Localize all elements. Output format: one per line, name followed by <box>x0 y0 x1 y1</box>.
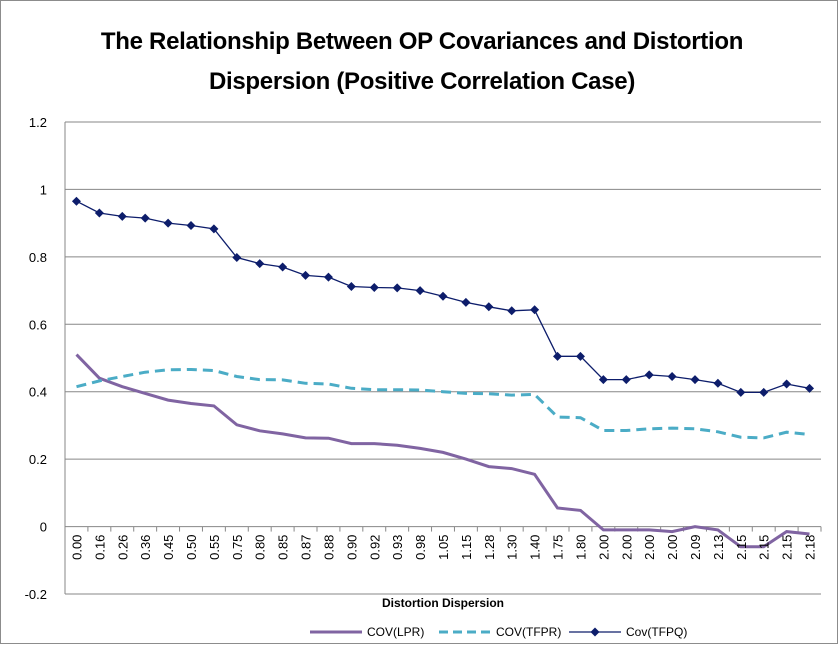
data-point-marker <box>621 375 631 385</box>
data-point-marker <box>438 291 448 301</box>
data-point-marker <box>805 383 815 393</box>
data-point-marker <box>369 283 379 293</box>
data-point-marker <box>232 253 242 263</box>
x-tick-label: 0.00 <box>69 535 84 560</box>
legend-label: COV(LPR) <box>367 625 424 639</box>
y-tick-label: 0.6 <box>29 317 47 332</box>
x-tick-label: 2.13 <box>711 535 726 560</box>
data-point-marker <box>484 302 494 312</box>
data-point-marker <box>186 221 196 231</box>
data-point-marker <box>644 370 654 380</box>
data-point-marker <box>575 351 585 361</box>
x-tick-label: 0.45 <box>161 535 176 560</box>
x-tick-label: 0.50 <box>184 535 199 560</box>
x-tick-label: 0.36 <box>138 535 153 560</box>
data-point-marker <box>759 387 769 397</box>
x-tick-label: 1.30 <box>505 535 520 560</box>
x-tick-label: 1.40 <box>528 535 543 560</box>
data-point-marker <box>598 375 608 385</box>
data-point-marker <box>71 196 81 206</box>
series-line-cov-tfpr <box>76 367 810 440</box>
x-tick-label: 0.90 <box>344 535 359 560</box>
data-point-marker <box>736 387 746 397</box>
x-tick-label: 0.26 <box>115 535 130 560</box>
y-tick-label: 1 <box>40 182 47 197</box>
x-tick-label: 0.80 <box>253 535 268 560</box>
series-lines <box>71 196 815 549</box>
x-tick-label: 0.75 <box>230 535 245 560</box>
data-point-marker <box>392 283 402 293</box>
x-tick-label: 0.98 <box>413 535 428 560</box>
x-tick-label: 1.28 <box>482 535 497 560</box>
data-point-marker <box>209 224 219 234</box>
x-tick-label: 0.88 <box>321 535 336 560</box>
data-point-marker <box>667 372 677 382</box>
x-tick-label: 0.85 <box>276 535 291 560</box>
data-point-marker <box>713 378 723 388</box>
chart-title-line-1: The Relationship Between OP Covariances … <box>101 28 743 55</box>
series-line-cov-lpr <box>75 353 810 549</box>
x-tick-label: 1.15 <box>459 535 474 560</box>
data-point-marker <box>301 270 311 280</box>
axes <box>64 122 822 594</box>
chart-title-line-2: Dispersion (Positive Correlation Case) <box>209 68 635 95</box>
data-point-marker <box>415 286 425 296</box>
legend-label: COV(TFPR) <box>496 625 561 639</box>
x-tick-label: 0.93 <box>390 535 405 560</box>
x-tick-label: 0.16 <box>92 535 107 560</box>
x-tick-label: 2.18 <box>803 535 818 560</box>
x-axis-label: Distortion Dispersion <box>382 596 504 610</box>
y-tick-label: 0.4 <box>29 385 47 400</box>
data-point-marker <box>690 375 700 385</box>
x-tick-label: 2.15 <box>757 535 772 560</box>
data-point-marker <box>94 208 104 218</box>
data-point-marker <box>507 306 517 316</box>
x-tick-label: 2.00 <box>642 535 657 560</box>
data-point-marker <box>530 305 540 315</box>
legend-marker <box>590 627 600 637</box>
legend-label: Cov(TFPQ) <box>626 625 687 639</box>
data-point-marker <box>461 297 471 307</box>
y-tick-label: 0.2 <box>29 452 47 467</box>
data-point-marker <box>163 218 173 228</box>
x-tick-label: 2.15 <box>734 535 749 560</box>
x-tick-label: 1.80 <box>573 535 588 560</box>
data-point-marker <box>140 213 150 223</box>
y-tick-label: 0.8 <box>29 250 47 265</box>
legend: COV(LPR) COV(TFPR) Cov(TFPQ) <box>310 625 687 639</box>
x-tick-label: 1.05 <box>436 535 451 560</box>
y-tick-label: 1.2 <box>29 115 47 130</box>
tick-labels: -0.2 0 0.2 0.4 0.6 0.8 1 1.2 0.00 0.16 0.26 0.36 0.4… <box>25 115 818 602</box>
x-tick-label: 0.92 <box>367 535 382 560</box>
data-point-marker <box>346 282 356 292</box>
x-tick-label: 2.15 <box>780 535 795 560</box>
x-tick-label: 2.00 <box>596 535 611 560</box>
data-point-marker <box>323 272 333 282</box>
y-tick-label: -0.2 <box>25 587 47 602</box>
data-point-marker <box>255 259 265 269</box>
x-tick-label: 0.87 <box>299 535 314 560</box>
data-point-marker <box>553 351 563 361</box>
x-tick-label: 2.09 <box>688 535 703 560</box>
x-tick-label: 1.75 <box>551 535 566 560</box>
data-point-marker <box>278 262 288 272</box>
x-tick-label: 2.00 <box>665 535 680 560</box>
x-tick-label: 0.55 <box>207 535 222 560</box>
x-tick-label: 2.00 <box>619 535 634 560</box>
gridlines <box>65 121 821 595</box>
y-tick-label: 0 <box>40 520 47 535</box>
data-point-marker <box>782 379 792 389</box>
data-point-marker <box>117 211 127 221</box>
